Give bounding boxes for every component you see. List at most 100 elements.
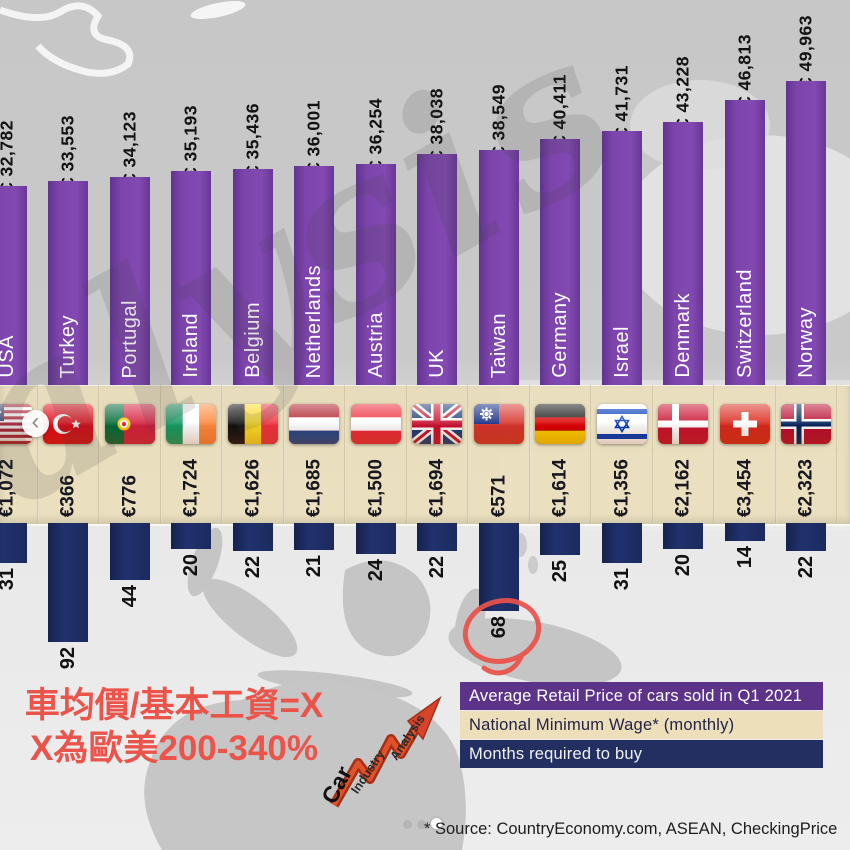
price-label: € 36,001 [303, 99, 324, 172]
country-label: Israel [610, 326, 633, 378]
price-label: € 36,254 [365, 97, 385, 170]
wage-label: €1,500 [365, 458, 387, 517]
price-label: € 38,549 [488, 83, 508, 156]
months-bar [232, 523, 273, 551]
country-column: € 49,963 Norway €2,323 22 [776, 0, 838, 850]
column-separator [98, 385, 100, 523]
price-label: € 49,963 [795, 14, 816, 87]
price-label: € 43,228 [672, 55, 693, 128]
months-label: 24 [364, 559, 387, 582]
flag-norway-icon [781, 404, 832, 444]
country-column: € 38,038 UK €1,694 22 [407, 0, 469, 850]
country-column: € 46,813 Switzerland €3,454 14 [714, 0, 777, 850]
country-column: € 41,731 Israel €1,356 31 [591, 0, 654, 850]
column-separator [344, 385, 346, 523]
column-separator [282, 385, 285, 523]
price-bar [294, 166, 335, 385]
country-column: € 32,782 USA €1,072 31 [0, 0, 39, 850]
wage-label: €1,685 [303, 458, 325, 517]
country-label: Germany [549, 292, 572, 378]
flag-taiwan-icon [473, 404, 524, 444]
price-bar [663, 122, 704, 385]
logo-arrow-icon [331, 719, 423, 807]
legend-row: Average Retail Price of cars sold in Q1 … [460, 682, 823, 710]
price-bar [478, 150, 519, 385]
price-label: € 35,193 [180, 104, 201, 177]
chevron-left-icon: ‹ [31, 407, 40, 435]
price-bar [417, 154, 458, 385]
carousel-dot-active[interactable] [431, 818, 442, 829]
months-label: 14 [733, 546, 756, 569]
price-bar [171, 171, 212, 385]
months-label: 92 [57, 647, 80, 670]
source-text: * Source: CountryEconomy.com, ASEAN, Che… [424, 820, 838, 838]
country-label: Denmark [672, 293, 695, 378]
column-separator [36, 385, 39, 523]
wage-label: €1,694 [426, 458, 448, 517]
months-bar [171, 523, 212, 549]
price-bar [232, 169, 273, 385]
months-label: 25 [549, 560, 572, 583]
flag-austria-icon [350, 404, 401, 444]
country-column: € 35,193 Ireland €1,724 20 [161, 0, 223, 850]
price-bar [724, 100, 765, 385]
months-label: 20 [672, 554, 695, 577]
country-label: UK [426, 349, 449, 378]
price-bar [0, 186, 27, 385]
months-bar [355, 523, 396, 554]
carousel-prev-button[interactable]: ‹ [22, 407, 49, 437]
flag-usa-icon [0, 404, 32, 444]
column-separator [467, 385, 469, 523]
flag-israel-icon [596, 404, 647, 444]
months-bar [724, 523, 765, 541]
months-label: 21 [303, 555, 326, 578]
flag-uk-icon [412, 404, 463, 444]
legend: Average Retail Price of cars sold in Q1 … [460, 682, 823, 769]
country-column: € 40,411 Germany €1,614 25 [530, 0, 592, 850]
wage-label: €1,626 [242, 458, 264, 517]
months-bar [540, 523, 581, 555]
logo-arrowhead-icon [406, 695, 442, 741]
carousel-dot[interactable] [417, 820, 426, 829]
country-label: Belgium [241, 302, 264, 378]
flag-netherlands-icon [289, 404, 340, 444]
price-label: € 46,813 [734, 33, 754, 106]
flag-turkey-icon [43, 404, 94, 444]
country-label: Norway [795, 307, 818, 378]
price-label: € 34,123 [119, 110, 139, 183]
wage-label: €2,162 [672, 458, 694, 517]
column-separator [528, 385, 531, 523]
wage-label: €3,454 [734, 458, 756, 517]
months-bar [601, 523, 642, 563]
caption-line-2: X為歐美200-340% [30, 729, 318, 769]
column-separator [836, 385, 838, 523]
column-separator [590, 385, 592, 523]
months-label: 22 [795, 556, 818, 579]
wage-label: €2,323 [795, 458, 817, 517]
wage-label: €1,614 [549, 458, 571, 517]
country-column: € 34,123 Portugal €776 44 [99, 0, 162, 850]
price-label: € 32,782 [0, 119, 16, 192]
caption: 車均價/基本工資=X X為歐美200-340% [2, 684, 346, 770]
price-label: € 33,553 [57, 114, 78, 187]
legend-row: Months required to buy [460, 740, 823, 768]
carousel-dot[interactable] [403, 820, 412, 829]
price-bar [109, 177, 150, 385]
column-separator [221, 385, 223, 523]
wage-label: €1,072 [0, 458, 18, 517]
country-column: € 38,549 Taiwan €571 68 [468, 0, 531, 850]
flag-ireland-icon [166, 404, 217, 444]
price-bar [48, 181, 89, 385]
months-bar [786, 523, 827, 551]
caption-line-1: 車均價/基本工資=X [24, 686, 324, 725]
months-label: 22 [241, 556, 264, 579]
months-bar [417, 523, 458, 551]
car-industry-analysis-logo: Car Industry Analysis [318, 695, 442, 808]
flag-germany-icon [535, 404, 586, 444]
flag-switzerland-icon [719, 404, 770, 444]
wage-label: €1,356 [611, 458, 633, 517]
months-label: 31 [610, 568, 633, 591]
flag-denmark-icon [658, 404, 709, 444]
